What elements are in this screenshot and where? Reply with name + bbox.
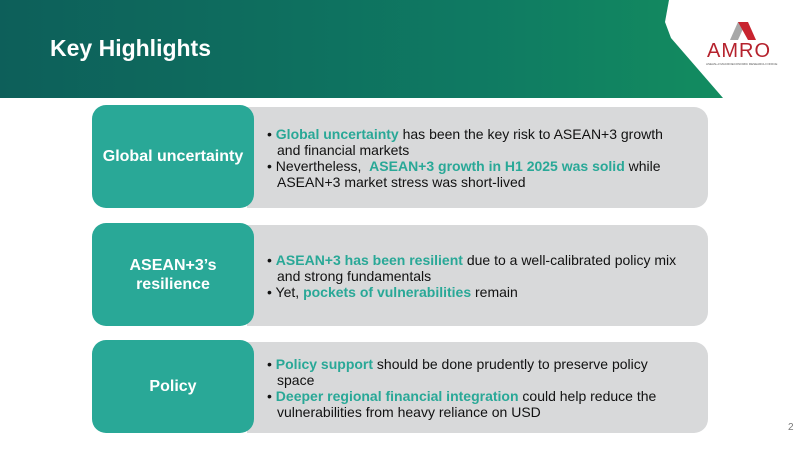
page-title: Key Highlights bbox=[50, 35, 212, 61]
card-panel: ASEAN+3 has been resilient due to a well… bbox=[247, 225, 708, 326]
bullet-text: while ASEAN+3 market stress was short-li… bbox=[277, 157, 664, 190]
bullet-item: Policy support should be done prudently … bbox=[267, 356, 688, 388]
highlight-text: Global uncertainty bbox=[275, 125, 399, 142]
card-label: Policy bbox=[92, 340, 254, 433]
bullet-list: ASEAN+3 has been resilient due to a well… bbox=[267, 225, 688, 326]
logo-text: AMRO bbox=[707, 40, 771, 62]
card-panel: Global uncertainty has been the key risk… bbox=[247, 107, 708, 208]
bullet-item: Global uncertainty has been the key risk… bbox=[267, 126, 688, 158]
card-label: Global uncertainty bbox=[92, 105, 254, 208]
card-global-uncertainty: Global uncertainty has been the key risk… bbox=[92, 105, 708, 208]
bullet-text: could help reduce the vulnerabilities fr… bbox=[277, 387, 661, 420]
bullet-item: ASEAN+3 has been resilient due to a well… bbox=[267, 252, 688, 284]
bullet-item: Nevertheless, ASEAN+3 growth in H1 2025 … bbox=[267, 158, 688, 190]
bullet-text: has been the key risk to ASEAN+3 growth … bbox=[277, 125, 667, 158]
page-number: 2 bbox=[788, 422, 794, 433]
highlight-text: pockets of vulnerabilities bbox=[303, 283, 472, 300]
highlight-text: Deeper regional financial integration bbox=[275, 387, 519, 404]
amro-logo-icon bbox=[730, 22, 756, 40]
bullet-text: should be done prudently to preserve pol… bbox=[277, 355, 652, 388]
card-resilience: ASEAN+3 has been resilient due to a well… bbox=[92, 223, 708, 326]
card-panel: Policy support should be done prudently … bbox=[247, 342, 708, 433]
bullet-item: Deeper regional financial integration co… bbox=[267, 388, 688, 420]
bullet-list: Policy support should be done prudently … bbox=[267, 342, 688, 433]
bullet-text: remain bbox=[471, 283, 518, 300]
highlight-text: ASEAN+3 has been resilient bbox=[275, 251, 463, 268]
highlight-text: ASEAN+3 growth in H1 2025 was solid bbox=[369, 157, 625, 174]
bullet-text: Nevertheless, bbox=[275, 157, 370, 174]
bullet-text: Yet, bbox=[275, 283, 304, 300]
card-label: ASEAN+3’s resilience bbox=[92, 223, 254, 326]
bullet-item: Yet, pockets of vulnerabilities remain bbox=[267, 284, 688, 300]
card-policy: Policy support should be done prudently … bbox=[92, 340, 708, 433]
highlight-text: Policy support bbox=[275, 355, 374, 372]
bullet-list: Global uncertainty has been the key risk… bbox=[267, 107, 688, 208]
logo-subtitle: ASEAN+3 MACROECONOMIC RESEARCH OFFICE bbox=[706, 62, 778, 66]
bullet-text: due to a well-calibrated policy mix and … bbox=[277, 251, 681, 284]
